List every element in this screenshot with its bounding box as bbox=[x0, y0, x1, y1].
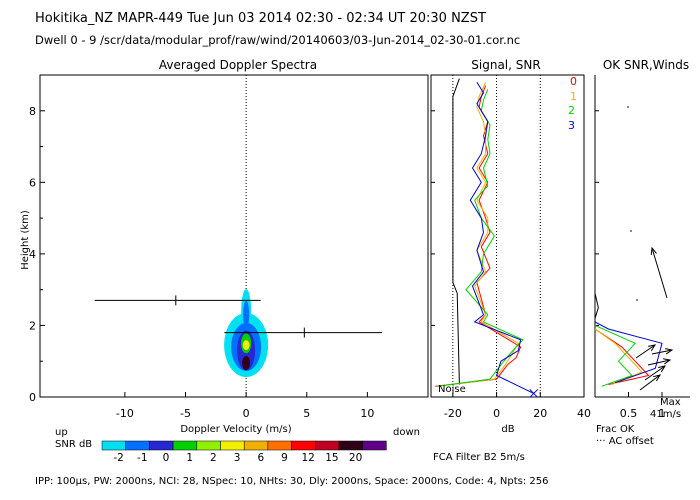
legend-1: 1 bbox=[570, 90, 577, 103]
frac-ok-line bbox=[594, 324, 637, 387]
signal-xlabel: dB bbox=[501, 424, 514, 435]
wind-arrow bbox=[639, 374, 661, 391]
wind-arrow-head bbox=[650, 246, 657, 256]
winds-x-tick-label: 0.5 bbox=[620, 407, 638, 420]
ac-offset-dot bbox=[627, 106, 629, 108]
ok-snr-winds-panel: 0.5 1 bbox=[594, 75, 690, 420]
scale-swatch bbox=[267, 440, 292, 451]
wind-arrow bbox=[644, 365, 666, 381]
spectra-contour bbox=[242, 356, 251, 371]
wind-arrow bbox=[647, 359, 671, 366]
wind-arrow-head bbox=[658, 365, 667, 373]
wind-arrow bbox=[651, 349, 673, 355]
signal-series-line bbox=[437, 89, 524, 387]
wind-arrow-head bbox=[665, 348, 674, 355]
wind-arrow-head bbox=[663, 358, 672, 365]
scale-swatch bbox=[125, 440, 150, 451]
scale-down-label: down bbox=[393, 427, 420, 438]
signal-axes-frame bbox=[430, 74, 585, 398]
doppler-spectra-panel: -10 -5 0 5 10 0 2 4 6 8 bbox=[29, 74, 429, 420]
signal-snr-panel: -20 0 20 40 bbox=[430, 74, 591, 420]
y-tick-label: 4 bbox=[29, 248, 36, 261]
x-tick-label: 0 bbox=[243, 407, 250, 420]
header-line1: Hokitika_NZ MAPR-449 Tue Jun 03 2014 02:… bbox=[35, 11, 486, 26]
signal-x-tick-label: 40 bbox=[577, 407, 591, 420]
frac-ok-line bbox=[594, 321, 663, 384]
scale-snr-label: SNR dB bbox=[55, 439, 92, 450]
doppler-title: Averaged Doppler Spectra bbox=[159, 58, 317, 72]
scale-swatch bbox=[291, 440, 316, 451]
doppler-xlabel: Doppler Velocity (m/s) bbox=[180, 424, 291, 435]
signal-x-marker bbox=[529, 389, 539, 398]
scale-tick-label: 1 bbox=[186, 452, 193, 464]
legend-0: 0 bbox=[570, 75, 577, 88]
signal-title: Signal, SNR bbox=[471, 58, 540, 72]
fca-filter: FCA Filter B2 5m/s bbox=[433, 452, 525, 463]
signal-x-tick-label: 20 bbox=[533, 407, 547, 420]
scale-tick-label: 3 bbox=[234, 452, 241, 464]
scale-tick-label: 0 bbox=[163, 452, 170, 464]
wind-arrow-head bbox=[648, 344, 657, 352]
header-line2: Dwell 0 - 9 /scr/data/modular_prof/raw/w… bbox=[35, 33, 520, 47]
scale-swatch bbox=[149, 440, 174, 451]
signal-series-line bbox=[437, 81, 520, 387]
signal-x-tick-label: 0 bbox=[493, 407, 500, 420]
y-tick-label: 0 bbox=[29, 391, 36, 404]
scale-swatch bbox=[338, 440, 363, 451]
y-tick-label: 2 bbox=[29, 319, 36, 332]
footer-params: IPP: 100μs, PW: 2000ns, NCI: 28, NSpec: … bbox=[35, 476, 548, 487]
x-tick-label: 10 bbox=[360, 407, 374, 420]
winds-title: OK SNR,Winds bbox=[603, 58, 689, 72]
scale-tick-label: -1 bbox=[137, 452, 147, 464]
ac-offset-dot bbox=[630, 230, 632, 232]
scale-tick-label: -2 bbox=[113, 452, 123, 464]
scale-swatch bbox=[243, 440, 269, 451]
doppler-axes-frame bbox=[39, 74, 429, 398]
frac-ok-line bbox=[594, 293, 599, 319]
wind-arrow bbox=[651, 247, 668, 299]
spectra-contour bbox=[242, 340, 250, 351]
scale-tick-label: 6 bbox=[257, 452, 264, 464]
ac-offset-dot bbox=[636, 299, 638, 301]
max-wind-value: 41m/s bbox=[650, 409, 681, 420]
wind-arrow bbox=[635, 344, 656, 359]
signal-series-line bbox=[469, 81, 534, 394]
x-tick-label: 5 bbox=[303, 407, 310, 420]
ac-offset-label: ··· AC offset bbox=[596, 436, 654, 447]
frac-ok-line bbox=[594, 328, 643, 385]
x-tick-label: -5 bbox=[180, 407, 191, 420]
scale-tick-label: 12 bbox=[302, 452, 315, 464]
scale-tick-label: 15 bbox=[325, 452, 338, 464]
legend-3: 3 bbox=[568, 119, 575, 132]
y-tick-label: 8 bbox=[29, 105, 36, 118]
legend-2: 2 bbox=[568, 104, 575, 117]
noise-label: Noise bbox=[438, 384, 466, 395]
scale-swatch bbox=[101, 440, 126, 451]
scale-tick-label: 20 bbox=[349, 452, 362, 464]
y-tick-label: 6 bbox=[29, 176, 36, 189]
scale-swatch bbox=[172, 440, 198, 451]
frac-ok-line bbox=[594, 328, 650, 385]
spectra-contour bbox=[243, 300, 250, 329]
scale-swatch bbox=[315, 440, 340, 451]
max-label: Max bbox=[660, 397, 681, 408]
scale-up-label: up bbox=[55, 427, 68, 438]
signal-x-tick-label: -20 bbox=[444, 407, 462, 420]
scale-tick-label: 9 bbox=[281, 452, 288, 464]
scale-tick-label: 2 bbox=[210, 452, 217, 464]
height-ylabel: Height (km) bbox=[20, 210, 31, 270]
wind-arrow-head bbox=[653, 374, 662, 382]
ac-offset-text: AC offset bbox=[609, 436, 654, 447]
snr-color-scale: -2 -1 0 1 2 3 6 9 12 15 20 bbox=[101, 440, 387, 464]
winds-x-tick-label: 1 bbox=[659, 407, 666, 420]
signal-series-line bbox=[435, 85, 522, 387]
scale-swatch bbox=[220, 440, 245, 451]
signal-series-line bbox=[452, 78, 460, 385]
frac-ok-label: Frac OK bbox=[596, 424, 635, 435]
scale-swatch bbox=[196, 440, 221, 451]
x-tick-label: -10 bbox=[116, 407, 134, 420]
scale-swatch bbox=[362, 440, 387, 451]
